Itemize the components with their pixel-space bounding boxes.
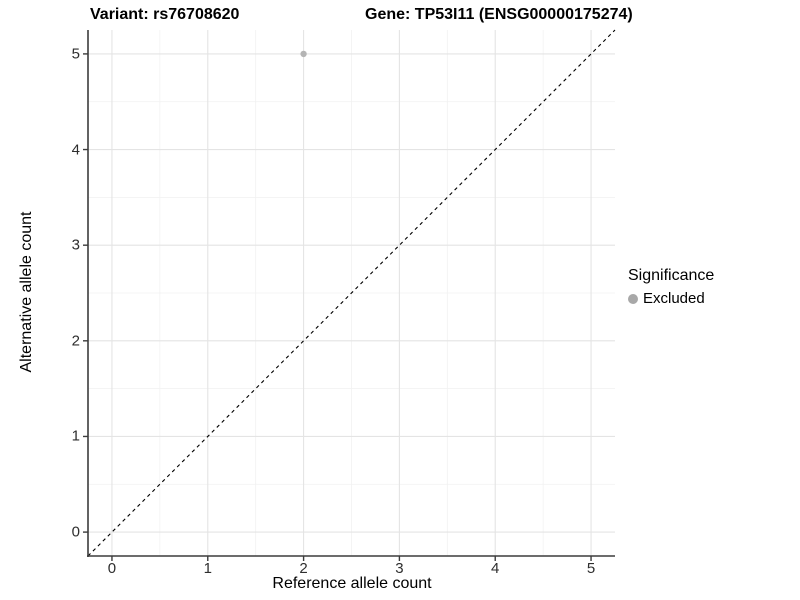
- y-tick-label: 3: [71, 236, 80, 254]
- y-tick-label: 5: [71, 45, 80, 63]
- y-tick-label: 1: [71, 427, 80, 445]
- x-tick-label: 3: [395, 560, 404, 577]
- x-tick-label: 0: [107, 560, 117, 577]
- excluded-point-icon: [628, 293, 638, 304]
- variant-title: Variant: rs76708620: [90, 6, 240, 23]
- x-tick-label: 1: [203, 560, 212, 577]
- y-tick-label: 0: [71, 523, 80, 541]
- x-tick-label: 4: [491, 560, 500, 577]
- legend-title: Significance: [628, 267, 715, 284]
- y-tick-label: 2: [71, 332, 80, 350]
- legend-entry-label: Excluded: [643, 290, 705, 307]
- y-tick-label: 4: [71, 141, 80, 159]
- x-axis-title: Reference allele count: [272, 575, 432, 592]
- y-axis-title: Alternative allele count: [18, 211, 35, 373]
- x-tick-label: 2: [299, 560, 308, 577]
- gene-title: Gene: TP53I11 (ENSG00000175274): [365, 6, 633, 23]
- identity-reference-line: [87, 29, 616, 557]
- x-tick-label: 5: [586, 560, 596, 577]
- legend: Significance Excluded: [628, 266, 714, 307]
- data-point-excluded: [300, 50, 307, 58]
- legend-entry-excluded: Excluded: [628, 290, 714, 307]
